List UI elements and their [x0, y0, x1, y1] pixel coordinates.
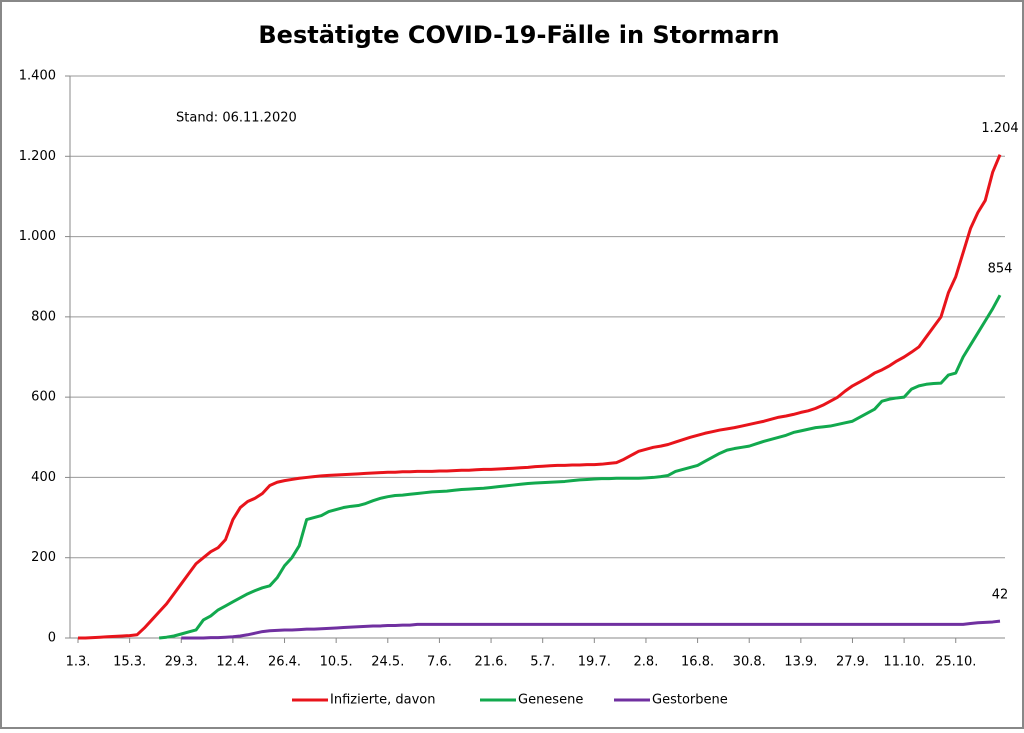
x-tick-label: 5.7.: [530, 655, 555, 670]
x-tick-label: 26.4.: [268, 655, 301, 670]
data-label: 854: [988, 262, 1013, 277]
x-tick-label: 25.10.: [935, 655, 976, 670]
x-tick-label: 21.6.: [475, 655, 508, 670]
y-tick-label: 0: [48, 631, 56, 646]
x-tick-label: 11.10.: [883, 655, 924, 670]
legend-label: Genesene: [518, 693, 583, 708]
y-tick-label: 1.400: [19, 69, 56, 84]
series-line: [181, 619, 1001, 640]
annotation: Stand: 06.11.2020: [176, 111, 297, 126]
y-tick-label: 1.200: [19, 149, 56, 164]
series-line: [78, 154, 1002, 640]
series-line: [158, 294, 1002, 640]
x-tick-label: 1.3.: [66, 655, 91, 670]
y-tick-label: 200: [31, 550, 56, 565]
x-tick-label: 16.8.: [681, 655, 714, 670]
data-label: 1.204: [981, 121, 1018, 136]
x-tick-label: 15.3.: [113, 655, 146, 670]
x-tick-label: 24.5.: [371, 655, 404, 670]
x-tick-label: 19.7.: [578, 655, 611, 670]
legend-label: Infizierte, davon: [330, 693, 436, 708]
x-tick-label: 27.9.: [836, 655, 869, 670]
x-tick-label: 30.8.: [733, 655, 766, 670]
y-tick-label: 400: [31, 470, 56, 485]
x-tick-label: 13.9.: [784, 655, 817, 670]
x-tick-label: 10.5.: [320, 655, 353, 670]
x-tick-label: 7.6.: [427, 655, 452, 670]
y-tick-label: 600: [31, 390, 56, 405]
y-tick-label: 800: [31, 309, 56, 324]
chart-title: Bestätigte COVID-19-Fälle in Stormarn: [258, 21, 779, 49]
x-tick-label: 2.8.: [634, 655, 659, 670]
x-tick-label: 29.3.: [165, 655, 198, 670]
x-tick-label: 12.4.: [216, 655, 249, 670]
legend-label: Gestorbene: [652, 693, 728, 708]
y-tick-label: 1.000: [19, 229, 56, 244]
data-label: 42: [992, 588, 1009, 603]
